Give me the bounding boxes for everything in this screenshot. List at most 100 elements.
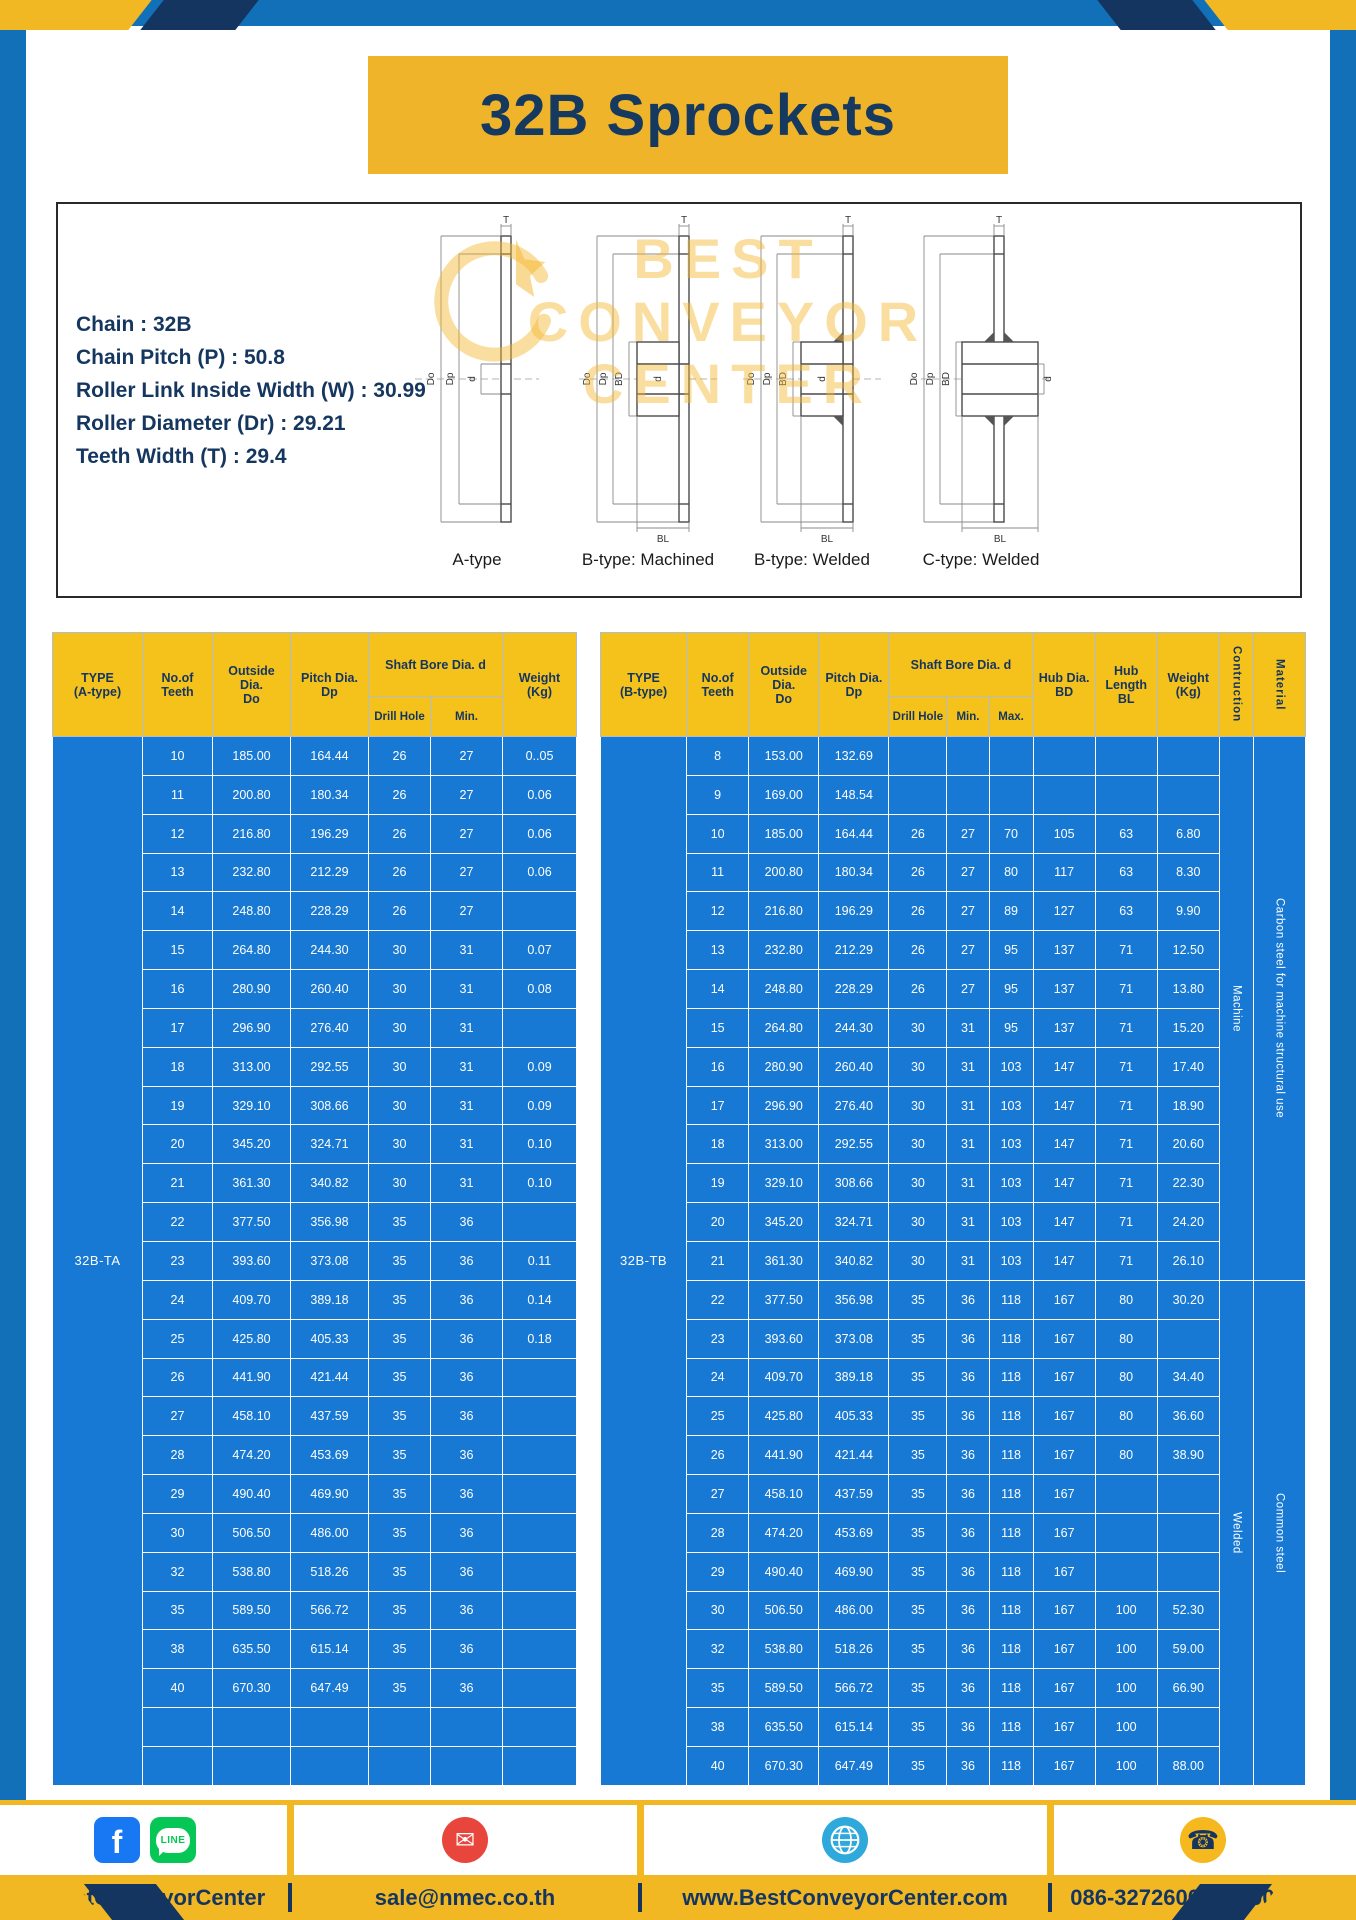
dim-label-Dp: Dp: [598, 372, 609, 385]
cell-min: 36: [430, 1396, 503, 1437]
cell-pitch-dia: 389.18: [290, 1279, 369, 1320]
cell-drill-hole: 35: [888, 1745, 948, 1786]
cell-min: 36: [946, 1629, 990, 1670]
cell-weight: 59.00: [1156, 1629, 1220, 1670]
cell-min: 27: [946, 852, 990, 893]
mail-icon[interactable]: ✉: [442, 1817, 488, 1863]
cell-drill-hole: 35: [368, 1512, 431, 1553]
footer-email-section: ✉: [290, 1805, 640, 1875]
table-row: 38 635.50 615.14 35 36: [53, 1629, 577, 1670]
website-url[interactable]: www.BestConveyorCenter.com: [682, 1884, 1008, 1910]
cell-min: 36: [430, 1590, 503, 1631]
cell-pitch-dia: 180.34: [818, 852, 890, 893]
line-icon[interactable]: LINE: [150, 1817, 196, 1863]
cell-teeth: [142, 1745, 213, 1786]
phone-icon[interactable]: ☎: [1180, 1817, 1226, 1863]
cell-drill-hole: 26: [368, 774, 431, 815]
cell-drill-hole: 26: [888, 852, 948, 893]
cell-min: 36: [430, 1318, 503, 1359]
cell-pitch-dia: 373.08: [818, 1318, 890, 1359]
cell-outside-dia: 296.90: [212, 1007, 291, 1048]
cell-weight: [502, 1202, 577, 1242]
header-type: TYPE (A-type): [52, 632, 143, 737]
table-row: 27 458.10 437.59 35 36 118 167: [601, 1474, 1306, 1514]
table-row: 10 185.00 164.44 26 27 70 105 63 6.80: [601, 813, 1306, 854]
cell-hub-length: 71: [1094, 1085, 1158, 1126]
corner-decoration-bottom-right: [1096, 1884, 1356, 1920]
table-row: 32B-TB 8 153.00 132.69 Machine Carbon steel f…: [599, 736, 1307, 1786]
cell-min: 36: [946, 1396, 990, 1437]
cell-pitch-dia: 228.29: [818, 969, 890, 1009]
cell-outside-dia: 538.80: [748, 1629, 820, 1670]
cell-weight: [502, 1745, 577, 1786]
cell-outside-dia: 506.50: [748, 1590, 820, 1631]
cell-weight: [1156, 1512, 1220, 1553]
cell-min: 31: [946, 1240, 990, 1281]
table-row: 29 490.40 469.90 35 36 118 167: [601, 1551, 1306, 1592]
cell-weight: 66.90: [1156, 1668, 1220, 1709]
header-material: Material: [1252, 632, 1307, 737]
header-min: Min.: [430, 696, 503, 737]
cell-outside-dia: 232.80: [212, 852, 291, 893]
title-banner: 32B Sprockets: [368, 56, 1008, 174]
cell-teeth: 29: [142, 1474, 213, 1514]
footer-divider: [1048, 1883, 1052, 1912]
cell-pitch-dia: 356.98: [818, 1279, 890, 1320]
type-label-cell: 32B-TB: [599, 736, 688, 1786]
cell-min: 36: [430, 1629, 503, 1670]
cell-weight: 0.18: [502, 1318, 577, 1359]
cell-pitch-dia: 469.90: [818, 1551, 890, 1592]
cell-outside-dia: 635.50: [748, 1707, 820, 1747]
cell-min: 27: [946, 813, 990, 854]
footer-divider: [638, 1883, 642, 1912]
table-row: 28 474.20 453.69 35 36: [53, 1435, 577, 1476]
cell-weight: 0.06: [502, 852, 577, 893]
cell-drill-hole: [888, 774, 948, 815]
cell-drill-hole: 26: [368, 852, 431, 893]
cell-weight: 88.00: [1156, 1745, 1220, 1786]
cell-teeth: 38: [686, 1707, 750, 1747]
cell-min: 36: [430, 1279, 503, 1320]
cell-pitch-dia: 647.49: [290, 1668, 369, 1709]
email-address[interactable]: sale@nmec.co.th: [374, 1884, 556, 1910]
cell-hub-length: 80: [1094, 1396, 1158, 1437]
globe-icon[interactable]: [822, 1817, 868, 1863]
header-teeth: No.of Teeth: [142, 632, 213, 737]
cell-teeth: 21: [142, 1163, 213, 1204]
dim-label-Do: Do: [426, 372, 437, 385]
table-row: 40 670.30 647.49 35 36 118 167 100 88.00: [601, 1745, 1306, 1786]
cell-drill-hole: 30: [888, 1085, 948, 1126]
cell-pitch-dia: 196.29: [290, 813, 369, 854]
cell-max: 118: [988, 1551, 1034, 1592]
spec-roller-link-width: Roller Link Inside Width (W) : 30.99: [76, 379, 426, 402]
cell-max: 118: [988, 1474, 1034, 1514]
cell-weight: [502, 1357, 577, 1398]
table-row: 32 538.80 518.26 35 36 118 167 100 59.00: [601, 1629, 1306, 1670]
cell-pitch-dia: 437.59: [818, 1474, 890, 1514]
cell-drill-hole: 30: [368, 1124, 431, 1165]
facebook-icon[interactable]: f: [94, 1817, 140, 1863]
type-label-cell: 32B-TA: [52, 736, 143, 1786]
header-construction: Contruction: [1218, 632, 1254, 737]
header-shaft-bore: Shaft Bore Dia. d: [888, 632, 1034, 697]
cell-teeth: 32: [686, 1629, 750, 1670]
cell-teeth: 11: [142, 774, 213, 815]
cell-teeth: 12: [142, 813, 213, 854]
cell-hub-length: 80: [1094, 1435, 1158, 1476]
table-row: 21 361.30 340.82 30 31 103 147 71 26.10: [601, 1240, 1306, 1281]
cell-weight: 38.90: [1156, 1435, 1220, 1476]
cell-min: 36: [430, 1551, 503, 1592]
cell-weight: 12.50: [1156, 930, 1220, 971]
dim-label-Do: Do: [746, 372, 757, 385]
cell-drill-hole: 35: [888, 1629, 948, 1670]
cell-outside-dia: [212, 1745, 291, 1786]
cell-outside-dia: 296.90: [748, 1085, 820, 1126]
cell-min: 31: [430, 930, 503, 971]
cell-min: 27: [430, 813, 503, 854]
cell-weight: [502, 891, 577, 932]
cell-pitch-dia: 486.00: [290, 1512, 369, 1553]
cell-hub-dia: 167: [1032, 1279, 1096, 1320]
cell-pitch-dia: 164.44: [290, 736, 369, 776]
cell-hub-dia: 147: [1032, 1240, 1096, 1281]
table-row: 18 313.00 292.55 30 31 103 147 71 20.60: [601, 1124, 1306, 1165]
